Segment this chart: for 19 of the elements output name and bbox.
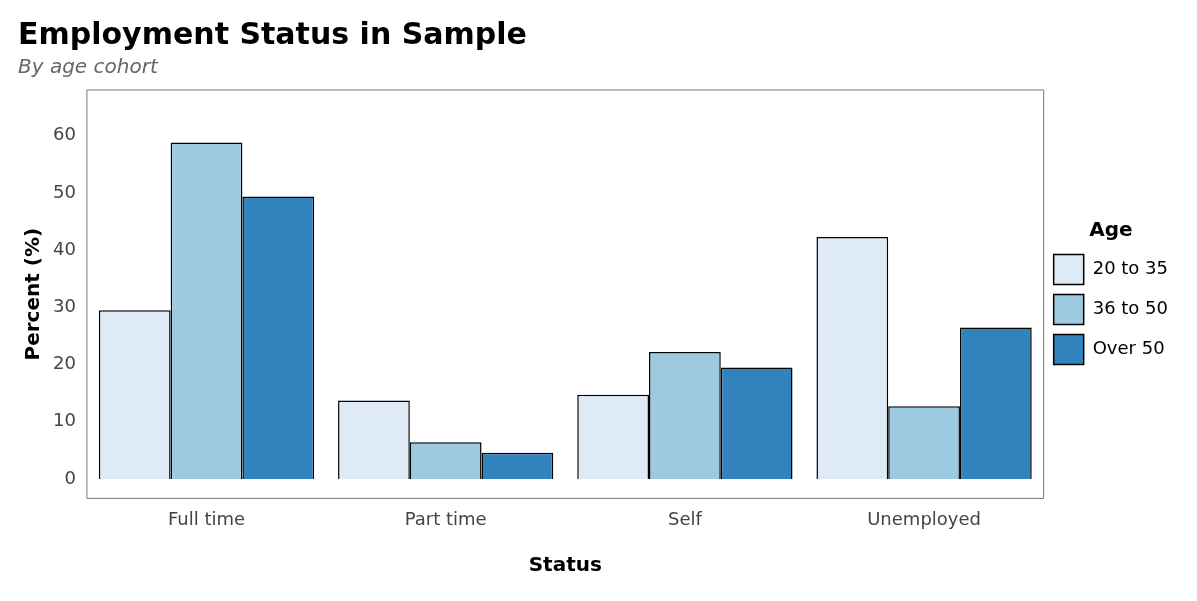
y-tick-label: 60 (53, 123, 76, 145)
y-axis-title: Percent (%) (20, 227, 45, 361)
legend-label: 20 to 35 (1092, 257, 1169, 279)
legend-title: Age (1089, 216, 1133, 241)
chart-subtitle: By age cohort (18, 54, 159, 79)
x-tick-label: Part time (404, 507, 487, 529)
y-tick-label: 0 (64, 466, 76, 488)
x-axis-title: Status (528, 552, 602, 577)
x-tick-label: Unemployed (867, 507, 981, 529)
legend-label: Over 50 (1092, 337, 1165, 359)
x-tick-label: Full time (167, 507, 246, 529)
y-tick-label: 40 (53, 237, 76, 259)
y-tick-label: 10 (53, 409, 76, 431)
x-tick-label: Self (667, 507, 703, 529)
y-tick-label: 20 (53, 352, 76, 374)
y-tick-label: 50 (53, 180, 76, 202)
chart-title: Employment Status in Sample (18, 15, 527, 51)
legend-label: 36 to 50 (1092, 297, 1169, 319)
y-tick-label: 30 (53, 295, 76, 317)
